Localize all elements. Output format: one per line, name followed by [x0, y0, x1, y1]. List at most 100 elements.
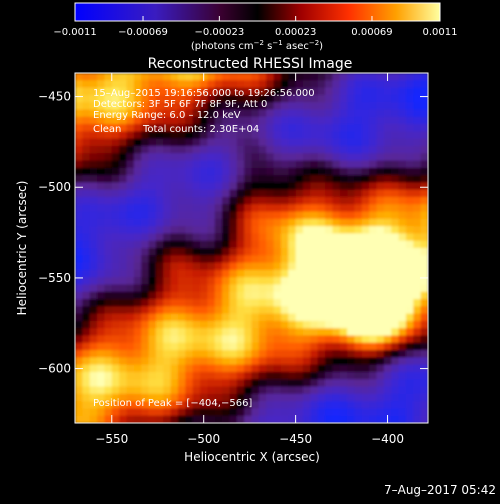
heatmap-cell	[266, 73, 275, 81]
heatmap-cell	[75, 357, 83, 366]
heatmap-cell	[207, 291, 216, 300]
heatmap-cell	[170, 313, 179, 322]
heatmap-cell	[273, 124, 282, 132]
heatmap-cell	[141, 153, 150, 162]
heatmap-cell	[383, 175, 392, 183]
heatmap-cell	[273, 189, 282, 198]
heatmap-cell	[302, 80, 311, 89]
heatmap-cell	[75, 204, 83, 213]
heatmap-cell	[119, 167, 128, 176]
heatmap-cell	[347, 255, 356, 264]
heatmap-cell	[75, 226, 83, 235]
heatmap-cell	[280, 255, 289, 264]
heatmap-cell	[155, 291, 164, 300]
heatmap-cell	[339, 386, 348, 395]
heatmap-cell	[229, 145, 238, 154]
heatmap-cell	[273, 145, 282, 154]
heatmap-cell	[222, 313, 231, 322]
heatmap-cell	[413, 218, 422, 227]
heatmap-cell	[236, 138, 245, 147]
heatmap-cell	[251, 357, 260, 366]
heatmap-cell	[185, 175, 194, 183]
heatmap-cell	[376, 371, 385, 380]
heatmap-cell	[369, 131, 378, 140]
heatmap-cell	[383, 335, 392, 344]
heatmap-cell	[192, 248, 201, 256]
heatmap-cell	[82, 291, 91, 300]
heatmap-cell	[177, 160, 186, 169]
heatmap-cell	[141, 160, 150, 169]
heatmap-cell	[214, 335, 223, 344]
heatmap-cell	[376, 80, 385, 89]
heatmap-cell	[295, 94, 304, 103]
heatmap-cell	[383, 277, 392, 286]
heatmap-cell	[266, 408, 275, 417]
heatmap-cell	[347, 73, 356, 81]
heatmap-cell	[420, 211, 428, 220]
heatmap-cell	[317, 269, 326, 278]
heatmap-cell	[141, 131, 150, 140]
heatmap-cell	[133, 335, 142, 344]
heatmap-cell	[119, 116, 128, 125]
heatmap-cell	[383, 204, 392, 213]
heatmap-cell	[119, 102, 128, 111]
heatmap-cell	[75, 386, 83, 395]
heatmap-cell	[339, 379, 348, 388]
heatmap-cell	[111, 371, 120, 380]
heatmap-cell	[75, 379, 83, 388]
heatmap-cell	[133, 73, 142, 81]
heatmap-cell	[420, 196, 428, 205]
heatmap-cell	[405, 350, 414, 358]
heatmap-cell	[376, 393, 385, 402]
heatmap-cell	[111, 335, 120, 344]
heatmap-cell	[200, 371, 208, 380]
heatmap-cell	[361, 116, 370, 125]
heatmap-cell	[133, 109, 142, 118]
heatmap-cell	[170, 299, 179, 307]
heatmap-cell	[369, 306, 378, 315]
heatmap-cell	[405, 284, 414, 293]
heatmap-cell	[163, 196, 172, 205]
heatmap-cell	[251, 335, 260, 344]
heatmap-cell	[244, 167, 253, 176]
heatmap-cell	[288, 393, 297, 402]
heatmap-cell	[111, 269, 120, 278]
heatmap-cell	[97, 182, 106, 191]
heatmap-cell	[354, 131, 363, 140]
heatmap-cell	[273, 408, 282, 417]
heatmap-cell	[104, 306, 113, 315]
heatmap-cell	[295, 102, 304, 111]
heatmap-cell	[111, 196, 120, 205]
heatmap-cell	[163, 124, 172, 132]
heatmap-cell	[148, 211, 157, 220]
heatmap-cell	[155, 226, 164, 235]
heatmap-cell	[310, 102, 319, 111]
heatmap-cell	[266, 401, 275, 410]
heatmap-cell	[420, 153, 428, 162]
heatmap-cell	[347, 357, 356, 366]
heatmap-cell	[82, 226, 91, 235]
heatmap-cell	[266, 87, 275, 96]
heatmap-cell	[89, 262, 98, 271]
heatmap-cell	[317, 80, 326, 89]
heatmap-cell	[177, 109, 186, 118]
heatmap-cell	[229, 277, 238, 286]
heatmap-image	[75, 73, 428, 423]
heatmap-cell	[170, 94, 179, 103]
heatmap-cell	[170, 415, 179, 423]
heatmap-cell	[185, 299, 194, 307]
heatmap-cell	[405, 138, 414, 147]
heatmap-cell	[347, 269, 356, 278]
heatmap-cell	[82, 415, 91, 423]
heatmap-cell	[170, 189, 179, 198]
heatmap-cell	[185, 94, 194, 103]
heatmap-cell	[163, 204, 172, 213]
heatmap-cell	[266, 145, 275, 154]
heatmap-cell	[200, 131, 208, 140]
heatmap-cell	[177, 379, 186, 388]
heatmap-cell	[273, 277, 282, 286]
heatmap-cell	[273, 94, 282, 103]
heatmap-cell	[141, 342, 150, 351]
heatmap-cell	[200, 284, 208, 293]
